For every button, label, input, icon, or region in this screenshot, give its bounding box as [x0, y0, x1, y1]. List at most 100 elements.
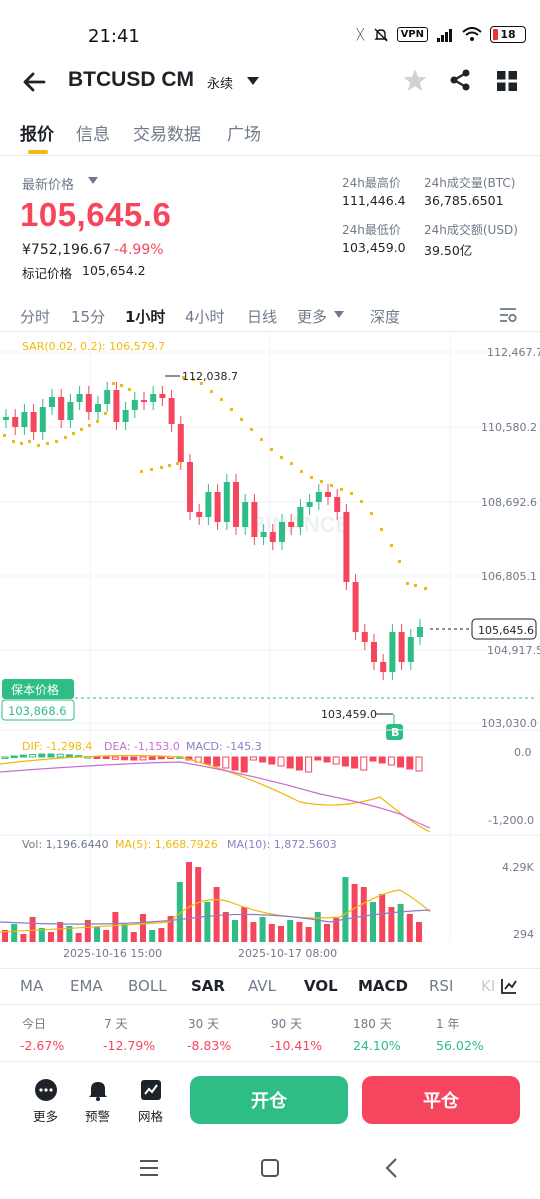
back-arrow-icon[interactable]: [20, 68, 48, 96]
tab-info[interactable]: 信息: [76, 125, 110, 145]
kline-chart[interactable]: BINANCE SAR(0.02, 0.2): 106,579.7 112,46…: [0, 332, 540, 962]
macd-bar: [351, 756, 359, 769]
sar-dot: [240, 418, 243, 421]
last-price-label[interactable]: 最新价格: [22, 178, 75, 193]
indicator-kdj[interactable]: KI: [481, 977, 496, 995]
tab-square[interactable]: 广场: [227, 125, 261, 145]
volume-bar: [29, 917, 36, 942]
perf-label: 30 天: [188, 1017, 220, 1031]
candle: [21, 412, 28, 427]
home-icon[interactable]: [258, 1156, 282, 1180]
high-24h-label: 24h最高价: [342, 176, 401, 190]
macd-bar: [268, 756, 276, 765]
candle: [159, 394, 166, 398]
grid-label[interactable]: 网格: [138, 1109, 164, 1124]
sar-dot: [230, 408, 233, 411]
interval-more[interactable]: 更多: [297, 308, 328, 326]
macd-bar: [222, 756, 230, 769]
sar-dot: [112, 382, 115, 385]
mark-price: 105,654.2: [82, 263, 146, 278]
open-position-button[interactable]: 开仓: [190, 1076, 348, 1124]
volume-bar: [38, 928, 45, 942]
price-tick: 104,917.5: [487, 644, 540, 657]
volume-bar: [149, 930, 156, 942]
volume-bar: [20, 934, 27, 942]
indicator-ma[interactable]: MA: [20, 977, 44, 995]
candle: [242, 502, 249, 527]
volume-bar: [406, 914, 413, 942]
macd-bar: [203, 756, 211, 765]
volume-bar: [351, 884, 358, 942]
grid-layout-icon[interactable]: [496, 70, 518, 92]
pair-title[interactable]: BTCUSD CM: [68, 68, 194, 91]
sar-dot: [12, 440, 15, 443]
macd-bar: [305, 756, 313, 773]
indicator-rsi[interactable]: RSI: [429, 977, 454, 995]
share-icon[interactable]: [448, 68, 472, 92]
caret-down-icon[interactable]: [88, 177, 98, 185]
perf-value: -12.79%: [103, 1038, 156, 1053]
indicator-edit-icon[interactable]: [500, 977, 518, 995]
candle: [168, 398, 175, 424]
buy-marker[interactable]: [386, 724, 403, 740]
low-marker: 103,459.0: [321, 708, 377, 721]
interval-1d[interactable]: 日线: [247, 308, 278, 326]
alert-label[interactable]: 预警: [85, 1109, 111, 1124]
interval-depth[interactable]: 深度: [370, 308, 401, 326]
more-label[interactable]: 更多: [33, 1109, 59, 1124]
chart-settings-icon[interactable]: [498, 306, 518, 324]
breakeven-label-box[interactable]: [2, 679, 74, 699]
sar-dot: [270, 448, 273, 451]
price-tick: 112,467.7: [487, 346, 540, 359]
interval-timeshare[interactable]: 分时: [20, 308, 51, 326]
volume-bar: [195, 867, 202, 942]
sar-dot: [182, 376, 185, 379]
macd-bar: [213, 756, 221, 767]
indicator-ema[interactable]: EMA: [70, 977, 103, 995]
volume-bar: [57, 922, 64, 942]
volume-bar: [259, 917, 266, 942]
volume-bar: [75, 933, 82, 942]
caret-down-icon[interactable]: [334, 311, 344, 319]
header: BTCUSD CM 永续: [0, 62, 540, 104]
sar-dot: [350, 492, 353, 495]
candle: [269, 532, 276, 542]
macd-bar: [56, 753, 64, 758]
price-tick: 108,692.6: [481, 496, 537, 509]
volume-bar: [342, 877, 349, 942]
close-position-button[interactable]: 平仓: [362, 1076, 520, 1124]
contract-type[interactable]: 永续: [207, 77, 234, 92]
sar-dot: [300, 470, 303, 473]
sar-dot: [320, 480, 323, 483]
volume-bar: [167, 916, 174, 942]
interval-15m[interactable]: 15分: [71, 308, 106, 326]
star-icon[interactable]: [402, 67, 428, 93]
kline-chart-svg[interactable]: BINANCE SAR(0.02, 0.2): 106,579.7 112,46…: [0, 332, 540, 962]
caret-down-icon[interactable]: [246, 74, 260, 88]
back-icon[interactable]: [380, 1156, 404, 1180]
interval-4h[interactable]: 4小时: [185, 308, 225, 326]
indicator-boll[interactable]: BOLL: [128, 977, 167, 995]
indicator-macd[interactable]: MACD: [358, 977, 408, 995]
sar-dot: [280, 456, 283, 459]
price-summary: 最新价格 105,645.6 ¥752,196.67 -4.99% 标记价格 1…: [0, 168, 540, 288]
macd-bar: [130, 756, 138, 761]
sar-dot: [360, 500, 363, 503]
macd-bar: [93, 756, 101, 759]
grid-trading-icon[interactable]: [139, 1078, 163, 1102]
tab-quote[interactable]: 报价: [20, 125, 54, 145]
breakeven-value-box: [1, 699, 75, 721]
candle: [279, 522, 285, 542]
interval-1h[interactable]: 1小时: [125, 308, 166, 326]
more-icon[interactable]: [34, 1078, 58, 1102]
tab-trading-data[interactable]: 交易数据: [133, 125, 201, 145]
menu-icon[interactable]: [137, 1156, 161, 1180]
change-percent: -4.99%: [114, 242, 164, 258]
time-tick: 2025-10-17 08:00: [238, 947, 337, 960]
sar-dot: [380, 528, 383, 531]
indicator-avl[interactable]: AVL: [248, 977, 276, 995]
indicator-sar[interactable]: SAR: [191, 977, 225, 995]
bell-icon[interactable]: [86, 1078, 110, 1102]
volume-bar: [268, 924, 275, 942]
indicator-vol[interactable]: VOL: [304, 977, 338, 995]
